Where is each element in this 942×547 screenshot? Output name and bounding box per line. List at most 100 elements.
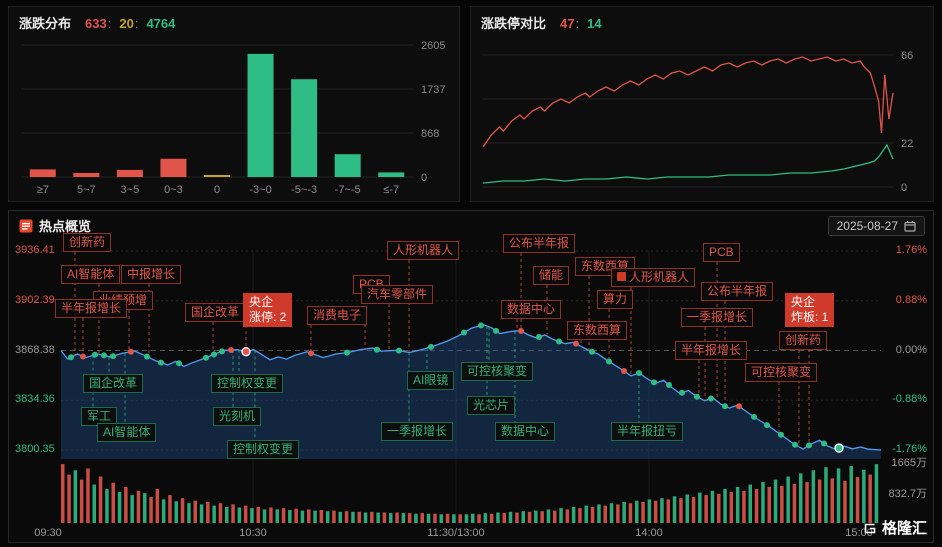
volume-bar xyxy=(471,513,475,523)
hotspot-tag[interactable]: 东数西算 xyxy=(567,321,628,340)
volume-bar xyxy=(256,506,260,523)
volume-bar xyxy=(363,512,368,523)
volume-bar xyxy=(597,504,601,523)
volume-axis-label: 832.7万 xyxy=(888,488,927,500)
hotspot-tag[interactable]: 一季报增长 xyxy=(681,308,754,327)
volume-bar xyxy=(502,513,506,523)
volume-bar xyxy=(817,479,822,523)
volume-bar xyxy=(698,492,702,523)
limit-chart-svg: 66 22 0 xyxy=(482,50,913,194)
hotspot-tag[interactable]: AI智能体 xyxy=(97,423,157,442)
volume-bar xyxy=(496,512,500,523)
volume-bar xyxy=(767,487,771,523)
top-row: 涨跌分布 633 : 20 : 4764 0 868 1737 2605 ≥7 5~7 3~… xyxy=(8,6,934,202)
hotspot-header: 热点概览 xyxy=(19,216,91,235)
volume-bar xyxy=(546,509,551,523)
hotspot-tag[interactable]: 可控核聚变 xyxy=(461,362,534,381)
volume-bar xyxy=(584,505,588,523)
distribution-bar xyxy=(291,79,318,177)
hotspot-tag[interactable]: 控制权变更 xyxy=(227,440,300,459)
event-dot xyxy=(374,346,380,353)
volume-bar xyxy=(824,467,828,523)
event-dot xyxy=(589,348,595,355)
volume-bar xyxy=(742,490,746,523)
hotspot-tag[interactable]: AI眼镜 xyxy=(407,371,455,390)
hotspot-tag[interactable]: 可控核聚变 xyxy=(745,363,818,382)
hotspot-tag[interactable]: 储能 xyxy=(533,266,570,285)
y-axis-tick-label: 0 xyxy=(421,172,427,184)
hotspot-tag[interactable]: 国企改革 xyxy=(185,303,246,322)
hotspot-tag[interactable]: 人形机器人 xyxy=(611,268,696,287)
volume-bar xyxy=(376,512,380,523)
date-picker[interactable]: 2025-08-27 xyxy=(827,216,925,236)
hotspot-tag[interactable]: 中报增长 xyxy=(121,265,182,284)
volume-bar xyxy=(193,500,197,523)
gelonghui-logo-text: 格隆汇 xyxy=(881,520,927,537)
volume-bar xyxy=(199,504,204,523)
volume-bar xyxy=(653,500,658,523)
volume-bar xyxy=(792,483,797,523)
hotspot-tag[interactable]: 央企 涨停: 2 xyxy=(243,293,293,327)
flag-icon xyxy=(617,272,626,281)
distribution-bar xyxy=(334,154,361,177)
hotspot-tag[interactable]: 一季报增长 xyxy=(381,422,454,441)
hotspot-tag[interactable]: 央企 炸板: 1 xyxy=(785,293,835,327)
hotspot-tag[interactable]: 消费电子 xyxy=(307,306,368,325)
hotspot-tag[interactable]: 汽车零部件 xyxy=(361,285,434,304)
event-dot xyxy=(694,393,700,400)
decliners-count: 4764 xyxy=(146,16,176,31)
hotspot-tag[interactable]: 半年报增长 xyxy=(675,341,748,360)
hotspot-tag[interactable]: 创新药 xyxy=(63,233,112,252)
hotspot-tag[interactable]: 公布半年报 xyxy=(701,282,774,301)
list-icon xyxy=(19,219,33,232)
index-price-line xyxy=(60,324,882,451)
volume-bar xyxy=(401,513,406,523)
event-dot xyxy=(68,354,74,361)
hotspot-tag[interactable]: 军工 xyxy=(81,407,118,426)
hotspot-tag[interactable]: 人形机器人 xyxy=(387,241,460,260)
volume-bar xyxy=(855,477,860,523)
limit-up-line xyxy=(482,56,894,148)
volume-bar xyxy=(445,513,450,523)
hotspot-tag[interactable]: 创新药 xyxy=(779,331,828,350)
volume-bar xyxy=(679,498,683,523)
y-axis-tick-label: 66 xyxy=(901,50,913,62)
hotspot-tag[interactable]: PCB xyxy=(703,243,740,262)
distribution-bar xyxy=(378,172,405,177)
volume-bar xyxy=(489,513,494,523)
volume-bar xyxy=(527,511,532,523)
limit-compare-panel: 涨跌停对比 47 : 14 66 22 0 xyxy=(470,6,934,202)
volume-bar xyxy=(836,468,841,523)
volume-bar xyxy=(319,510,324,523)
volume-axis-label: 1665万 xyxy=(891,457,927,469)
distribution-bar xyxy=(73,172,100,177)
volume-bar xyxy=(300,510,305,523)
hotspot-panel: 热点概览 2025-08-27 3936.41 1.76% 3902.39 0.88%… xyxy=(8,210,934,543)
hotspot-tag[interactable]: 光芯片 xyxy=(467,396,516,415)
volume-bar xyxy=(515,512,519,523)
date-value: 2025-08-27 xyxy=(836,219,898,233)
hotspot-tag[interactable]: 控制权变更 xyxy=(211,374,284,393)
hotspot-tag[interactable]: 半年报增长 xyxy=(55,299,128,318)
volume-bar xyxy=(433,513,437,523)
hotspot-chart[interactable]: 3936.41 1.76% 3902.39 0.88% 3868.38 0.00% 3834… xyxy=(9,211,933,542)
volume-bar xyxy=(609,503,614,523)
hotspot-tag[interactable]: 公布半年报 xyxy=(503,234,576,253)
volume-bar xyxy=(691,497,696,523)
event-dot xyxy=(792,441,798,448)
hotspot-tag[interactable]: 半年报扭亏 xyxy=(611,422,684,441)
volume-bar xyxy=(389,513,393,523)
hotspot-tag[interactable]: 光刻机 xyxy=(213,407,262,426)
volume-bar xyxy=(811,470,816,523)
hotspot-tag[interactable]: AI智能体 xyxy=(61,265,121,284)
hotspot-tag[interactable]: 算力 xyxy=(597,290,634,309)
volume-bar xyxy=(149,497,153,523)
hotspot-tag[interactable]: 国企改革 xyxy=(83,374,144,393)
volume-bar xyxy=(426,513,431,523)
hotspot-tag[interactable]: 数据中心 xyxy=(501,300,562,319)
distribution-chart[interactable]: 0 868 1737 2605 ≥7 5~7 3~5 0~3 0 -3~0 -5~-3 -7~-5 ≤-… xyxy=(9,7,459,201)
limit-compare-chart[interactable]: 66 22 0 xyxy=(471,7,933,201)
limit-down-count: 14 xyxy=(587,16,602,31)
volume-bar xyxy=(559,508,563,523)
hotspot-tag[interactable]: 数据中心 xyxy=(495,422,556,441)
